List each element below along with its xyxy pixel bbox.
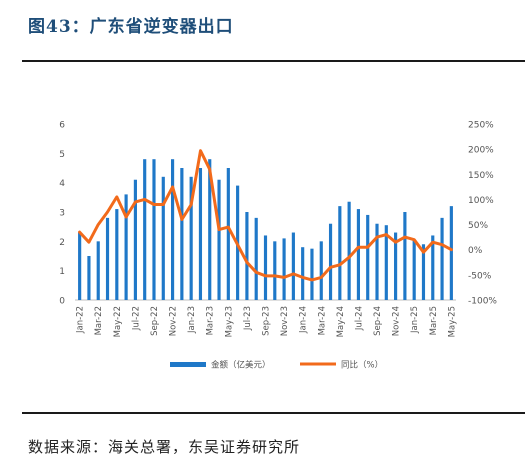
y-right-tick-label: 150%: [468, 171, 494, 181]
bar: [273, 241, 277, 300]
x-tick-label: May-25: [447, 306, 457, 337]
bar: [384, 225, 388, 300]
y-left-tick-label: 0: [59, 297, 65, 307]
bar: [115, 209, 119, 300]
bar: [440, 217, 444, 300]
y-right-tick-label: 250%: [468, 121, 494, 131]
bar: [356, 209, 361, 300]
bar: [161, 176, 165, 300]
x-tick-label: May-23: [224, 306, 234, 337]
x-tick-label: Jan-23: [187, 306, 197, 334]
x-tick-label: Sep-24: [373, 306, 383, 336]
top-rule: [22, 60, 525, 62]
bar: [375, 223, 379, 300]
bar: [412, 239, 416, 300]
bar: [347, 201, 351, 300]
bar: [449, 206, 453, 300]
bar: [338, 206, 342, 300]
y-right-tick-label: -50%: [468, 271, 492, 281]
x-tick-label: Mar-22: [94, 306, 104, 335]
bar: [403, 212, 407, 300]
y-left-tick-label: 1: [59, 267, 65, 277]
bar: [263, 235, 268, 300]
x-tick-label: Jul-22: [131, 306, 141, 331]
chart-svg: 0 1 2 3 4 5 6 -100% -50% 0% 50% 100% 150% 200% 250% Jan…: [59, 121, 497, 371]
y-left-tick-label: 6: [59, 121, 65, 131]
x-tick-label: Nov-23: [280, 306, 290, 336]
bar: [431, 235, 435, 300]
bar: [87, 256, 91, 300]
x-tick-label: Jan-22: [76, 306, 86, 334]
bar: [245, 212, 249, 300]
x-tick-label: Sep-23: [262, 306, 272, 336]
bar: [291, 232, 295, 300]
y-right-tick-label: 100%: [468, 196, 494, 206]
x-tick-label: Nov-22: [169, 306, 179, 336]
bar: [282, 238, 286, 300]
source-note: 数据来源：海关总署，东吴证券研究所: [28, 438, 301, 456]
bar: [301, 247, 305, 300]
bar: [170, 159, 175, 300]
x-tick-label: Sep-22: [150, 306, 160, 336]
y-left-tick-label: 3: [59, 209, 65, 219]
legend-bar-swatch: [170, 362, 206, 367]
x-tick-label: Mar-25: [429, 306, 439, 335]
y-right-tick-label: 50%: [468, 221, 488, 231]
bar: [143, 159, 147, 300]
x-tick-label: Mar-24: [317, 306, 327, 335]
bar: [254, 217, 258, 300]
bar: [366, 214, 370, 300]
y-left-tick-label: 2: [59, 238, 65, 248]
bar: [328, 223, 333, 300]
bar: [217, 179, 221, 300]
bar: [180, 168, 184, 300]
bar: [152, 159, 156, 300]
bar: [133, 179, 137, 300]
x-tick-label: May-24: [336, 306, 346, 337]
bar: [124, 194, 128, 300]
x-tick-label: Jan-24: [299, 306, 309, 334]
bar: [394, 232, 398, 300]
x-tick-label: Jan-25: [410, 306, 420, 334]
y-right-tick-label: 200%: [468, 146, 494, 156]
x-tick-label: Mar-23: [206, 306, 216, 335]
figure-title: 图43：广东省逆变器出口: [28, 17, 234, 37]
y-left-tick-label: 4: [59, 179, 65, 189]
legend-bar-label: 金额（亿美元）: [211, 360, 271, 371]
bar: [319, 241, 323, 300]
x-tick-label: Nov-24: [392, 306, 402, 336]
y-right-tick-label: -100%: [468, 297, 497, 307]
bar: [208, 159, 212, 300]
chart-container: 0 1 2 3 4 5 6 -100% -50% 0% 50% 100% 150% 200% 250% Jan…: [0, 62, 531, 412]
x-tick-label: Jul-24: [354, 306, 364, 331]
x-tick-label: May-22: [113, 306, 123, 337]
bar: [421, 244, 426, 300]
bar: [189, 176, 193, 300]
bar: [96, 241, 100, 300]
bar: [105, 217, 110, 300]
bar: [226, 168, 230, 300]
bar: [78, 232, 82, 300]
y-left-tick-label: 5: [59, 150, 65, 160]
bar: [310, 248, 314, 300]
legend-line-label: 同比（%）: [341, 360, 383, 371]
yoy-line: [78, 149, 453, 282]
bottom-rule: [22, 412, 525, 414]
bar: [198, 168, 203, 300]
x-tick-label: Jul-23: [243, 306, 253, 331]
y-right-tick-label: 0%: [468, 246, 483, 256]
